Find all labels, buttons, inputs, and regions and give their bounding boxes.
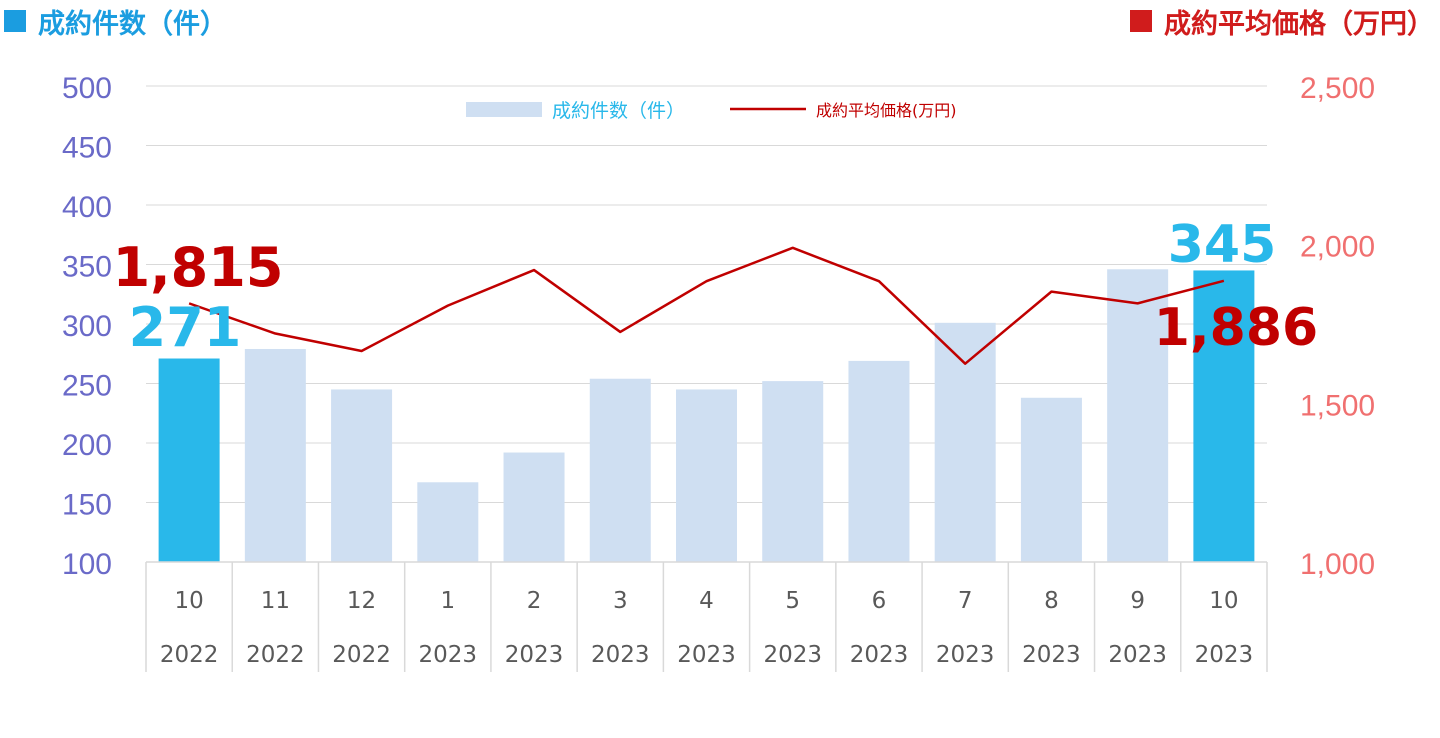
y-right-tick-label: 2,500	[1300, 72, 1375, 105]
x-tick-year: 2022	[332, 642, 391, 668]
bar	[158, 358, 220, 562]
y-left-tick-label: 350	[62, 251, 112, 284]
x-tick-year: 2023	[677, 642, 736, 668]
right-axis-swatch	[1130, 10, 1152, 32]
x-tick-year: 2022	[160, 642, 219, 668]
x-tick-month: 4	[699, 588, 714, 614]
x-tick-year: 2023	[1022, 642, 1081, 668]
x-tick-year: 2023	[850, 642, 909, 668]
bar	[848, 360, 910, 562]
bar	[1107, 269, 1169, 562]
left-axis-swatch	[4, 10, 26, 32]
bar	[503, 452, 565, 562]
x-tick-year: 2023	[419, 642, 478, 668]
bar	[676, 389, 737, 562]
x-tick-month: 6	[872, 588, 887, 614]
x-tick-month: 12	[347, 588, 376, 614]
y-left-tick-label: 400	[62, 191, 112, 224]
x-tick-year: 2023	[505, 642, 564, 668]
data-label: 345	[1168, 215, 1277, 275]
bar	[1193, 270, 1255, 562]
price-line	[188, 246, 1225, 365]
y-left-tick-label: 250	[62, 370, 112, 403]
x-tick-month: 10	[1209, 588, 1238, 614]
y-left-tick-label: 500	[62, 72, 112, 105]
x-tick-year: 2023	[936, 642, 995, 668]
x-tick-month: 8	[1044, 588, 1059, 614]
x-tick-month: 11	[261, 588, 290, 614]
x-tick-year: 2023	[1195, 642, 1254, 668]
y-left-tick-label: 200	[62, 429, 112, 462]
right-axis-title-text: 成約平均価格（万円）	[1164, 9, 1434, 40]
bar	[1020, 397, 1082, 562]
y-right-tick-label: 2,000	[1300, 231, 1375, 264]
bar	[762, 381, 824, 562]
bar	[331, 389, 393, 562]
bar	[589, 378, 651, 562]
x-tick-year: 2023	[763, 642, 822, 668]
legend-label-line: 成約平均価格(万円)	[816, 101, 957, 120]
x-tick-year: 2023	[1108, 642, 1167, 668]
data-label: 271	[129, 296, 242, 359]
left-axis-title-text: 成約件数（件）	[38, 9, 227, 40]
legend-swatch-bar	[466, 102, 542, 117]
x-tick-month: 1	[440, 588, 455, 614]
y-left-tick-label: 300	[62, 310, 112, 343]
bar	[417, 482, 479, 562]
x-tick-year: 2023	[591, 642, 650, 668]
left-axis-title: 成約件数（件）	[4, 2, 227, 41]
x-tick-year: 2022	[246, 642, 305, 668]
bar	[244, 348, 306, 562]
y-left-tick-label: 100	[62, 548, 112, 581]
y-left-tick-label: 150	[62, 489, 112, 522]
data-label: 1,815	[113, 236, 284, 299]
x-tick-month: 3	[613, 588, 628, 614]
x-tick-month: 2	[527, 588, 542, 614]
x-tick-month: 5	[785, 588, 800, 614]
y-right-tick-label: 1,500	[1300, 389, 1375, 422]
bar	[934, 322, 996, 562]
x-tick-month: 10	[174, 588, 203, 614]
y-right-tick-label: 1,000	[1300, 548, 1375, 581]
data-label: 1,886	[1154, 298, 1318, 358]
y-left-tick-label: 450	[62, 132, 112, 165]
x-tick-month: 9	[1130, 588, 1145, 614]
legend-label-bar: 成約件数（件）	[552, 100, 685, 122]
x-tick-month: 7	[958, 588, 973, 614]
right-axis-title: 成約平均価格（万円）	[1130, 2, 1434, 41]
